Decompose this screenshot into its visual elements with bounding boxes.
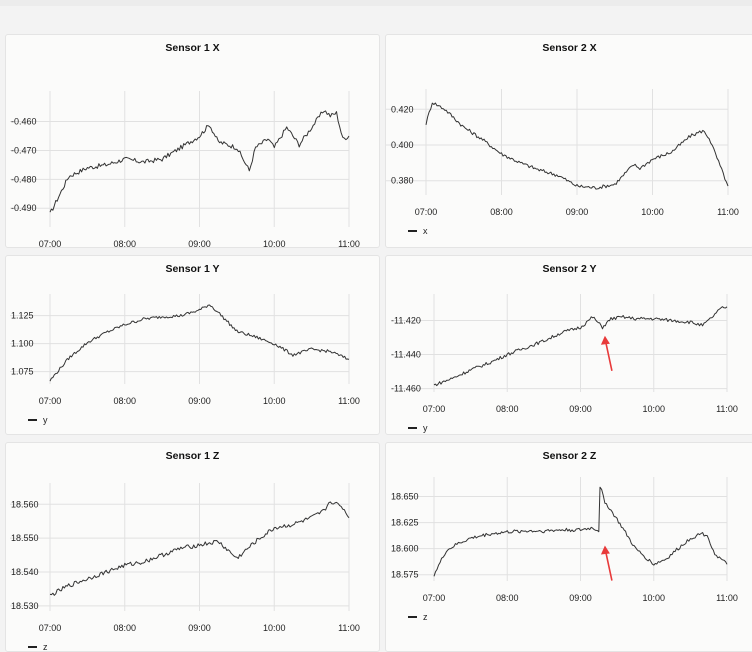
chart-title: Sensor 2 X xyxy=(542,42,596,54)
x-tick-label: 09:00 xyxy=(188,396,211,406)
x-tick-label: 08:00 xyxy=(113,239,136,247)
series-line-z xyxy=(433,486,728,577)
y-tick-label: 18.650 xyxy=(391,492,419,502)
x-tick-label: 11:00 xyxy=(716,593,738,603)
series-line-x xyxy=(425,102,729,190)
x-tick-label: 08:00 xyxy=(490,207,513,217)
x-tick-label: 10:00 xyxy=(263,623,286,633)
y-tick-label: 0.380 xyxy=(391,176,414,186)
x-tick-label: 10:00 xyxy=(263,239,286,247)
chart-title: Sensor 1 Z xyxy=(166,450,220,462)
annotation-arrow-shaft xyxy=(605,552,613,581)
y-tick-label: -0.490 xyxy=(11,203,37,213)
x-tick-label: 10:00 xyxy=(641,207,664,217)
annotation-arrow-head xyxy=(600,545,610,555)
x-tick-label: 10:00 xyxy=(642,404,665,414)
legend-label: z xyxy=(423,612,428,622)
y-tick-label: -11.440 xyxy=(391,350,421,360)
y-tick-label: -0.470 xyxy=(11,145,37,155)
sensor-2-x-panel: Sensor 2 X 0.420 0.400 0.380 07:00 08:00 09:00… xyxy=(385,34,752,248)
x-tick-label: 09:00 xyxy=(566,207,589,217)
x-tick-label: 11:00 xyxy=(338,396,360,406)
x-tick-label: 11:00 xyxy=(717,207,739,217)
y-tick-label: -11.460 xyxy=(391,384,421,394)
top-bar xyxy=(0,0,752,6)
legend-label: z xyxy=(43,642,48,651)
sensor-1-y-chart: Sensor 1 Y 1.125 1.100 1.075 07:00 08:00 09:00… xyxy=(10,263,360,425)
sensor-1-z-chart: Sensor 1 Z 18.560 18.550 18.540 18.530 07:00 0… xyxy=(10,450,360,651)
chart-title: Sensor 2 Z xyxy=(543,450,597,462)
x-tick-label: 07:00 xyxy=(423,404,446,414)
annotation-arrow-shaft xyxy=(605,342,613,371)
series-line-x xyxy=(49,110,350,213)
x-tick-label: 09:00 xyxy=(188,623,211,633)
x-tick-label: 07:00 xyxy=(415,207,438,217)
x-tick-label: 07:00 xyxy=(39,239,62,247)
chart-title: Sensor 2 Y xyxy=(542,263,596,275)
legend-label: y xyxy=(423,423,428,433)
legend-label: y xyxy=(43,415,48,425)
y-tick-label: 18.600 xyxy=(391,544,419,554)
series-line-z xyxy=(49,501,350,596)
series-line-y xyxy=(49,304,350,382)
y-tick-label: -11.420 xyxy=(391,315,421,325)
x-tick-label: 08:00 xyxy=(113,396,136,406)
x-tick-label: 10:00 xyxy=(642,593,665,603)
y-tick-label: 18.560 xyxy=(11,499,39,509)
x-tick-label: 09:00 xyxy=(188,239,211,247)
sensor-2-y-panel: Sensor 2 Y -11.420 -11.440 -11.460 07:00 08:0… xyxy=(385,255,752,435)
series-line-y xyxy=(433,306,728,387)
chart-title: Sensor 1 Y xyxy=(165,263,219,275)
y-tick-label: 18.540 xyxy=(11,567,39,577)
y-tick-label: 0.420 xyxy=(391,104,414,114)
sensor-2-x-chart: Sensor 2 X 0.420 0.400 0.380 07:00 08:00 09:00… xyxy=(386,42,739,236)
x-tick-label: 09:00 xyxy=(569,404,592,414)
y-tick-label: 18.625 xyxy=(391,518,419,528)
x-tick-label: 07:00 xyxy=(39,623,62,633)
sensor-2-z-chart: Sensor 2 Z 18.650 18.625 18.600 18.575 07:00 0… xyxy=(391,450,738,622)
annotation-arrow-head xyxy=(600,335,610,345)
y-tick-label: 18.575 xyxy=(391,570,419,580)
x-tick-label: 08:00 xyxy=(496,593,519,603)
x-tick-label: 07:00 xyxy=(39,396,62,406)
sensor-1-x-chart: Sensor 1 X -0.460 -0.470 -0.480 -0.490 07:00 0… xyxy=(10,42,360,247)
sensor-1-z-panel: Sensor 1 Z 18.560 18.550 18.540 18.530 07:00 0… xyxy=(5,442,380,652)
y-tick-label: 18.550 xyxy=(11,533,39,543)
x-tick-label: 11:00 xyxy=(338,239,360,247)
x-tick-label: 10:00 xyxy=(263,396,286,406)
y-tick-label: -0.480 xyxy=(11,174,37,184)
x-tick-label: 08:00 xyxy=(496,404,519,414)
x-tick-label: 08:00 xyxy=(113,623,136,633)
y-tick-label: 18.530 xyxy=(11,601,39,611)
legend-label: x xyxy=(423,226,428,236)
x-tick-label: 11:00 xyxy=(338,623,360,633)
y-tick-label: 1.100 xyxy=(11,339,34,349)
y-tick-label: 0.400 xyxy=(391,140,414,150)
chart-title: Sensor 1 X xyxy=(165,42,219,54)
x-tick-label: 09:00 xyxy=(569,593,592,603)
y-tick-label: 1.125 xyxy=(11,311,34,321)
x-tick-label: 07:00 xyxy=(423,593,446,603)
x-tick-label: 11:00 xyxy=(716,404,738,414)
y-tick-label: -0.460 xyxy=(11,117,37,127)
sensor-1-y-panel: Sensor 1 Y 1.125 1.100 1.075 07:00 08:00 09:00… xyxy=(5,255,380,435)
sensor-2-z-panel: Sensor 2 Z 18.650 18.625 18.600 18.575 07:00 0… xyxy=(385,442,752,652)
y-tick-label: 1.075 xyxy=(11,367,34,377)
sensor-1-x-panel: Sensor 1 X -0.460 -0.470 -0.480 -0.490 07:00 0… xyxy=(5,34,380,248)
